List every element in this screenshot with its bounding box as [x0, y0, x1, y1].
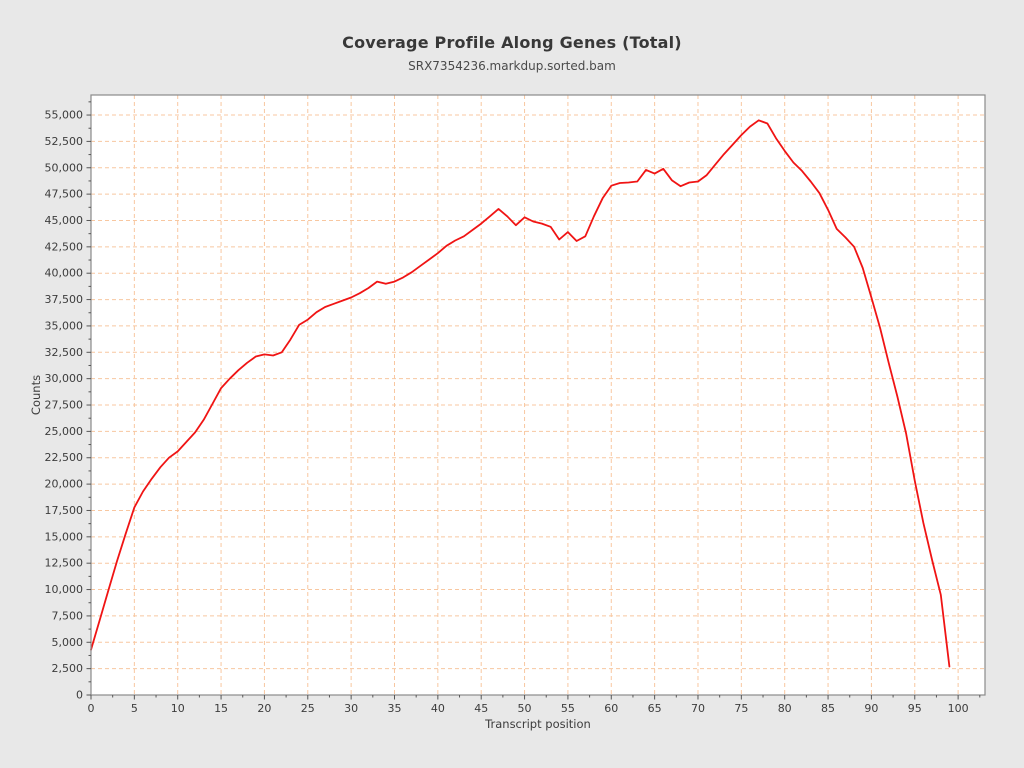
x-axis-label: Transcript position	[485, 717, 591, 731]
x-tick-label: 55	[561, 702, 575, 715]
x-tick-label: 70	[691, 702, 705, 715]
x-tick-label: 20	[257, 702, 271, 715]
y-tick-label: 0	[76, 689, 83, 702]
x-tick-label: 40	[431, 702, 445, 715]
x-tick-label: 75	[734, 702, 748, 715]
y-tick-label: 32,500	[45, 346, 84, 359]
y-tick-label: 50,000	[45, 161, 84, 174]
x-tick-label: 30	[344, 702, 358, 715]
y-tick-label: 42,500	[45, 240, 84, 253]
y-tick-label: 52,500	[45, 135, 84, 148]
y-axis-label-text: Counts	[29, 374, 43, 416]
x-tick-label: 35	[387, 702, 401, 715]
y-tick-label: 40,000	[45, 267, 84, 280]
chart-title: Coverage Profile Along Genes (Total)	[342, 33, 682, 52]
y-tick-label: 47,500	[45, 188, 84, 201]
x-tick-label: 90	[864, 702, 878, 715]
x-tick-label: 50	[518, 702, 532, 715]
y-tick-label: 20,000	[45, 478, 84, 491]
y-tick-label: 22,500	[45, 451, 84, 464]
y-tick-label: 25,000	[45, 425, 84, 438]
x-tick-label: 0	[88, 702, 95, 715]
x-tick-label: 85	[821, 702, 835, 715]
y-tick-label: 12,500	[45, 557, 84, 570]
x-tick-label: 25	[301, 702, 315, 715]
y-tick-label: 5,000	[52, 636, 84, 649]
y-tick-label: 45,000	[45, 214, 84, 227]
y-tick-label: 2,500	[52, 662, 84, 675]
y-tick-label: 10,000	[45, 583, 84, 596]
x-tick-label: 10	[171, 702, 185, 715]
y-tick-label: 27,500	[45, 399, 84, 412]
x-tick-label: 45	[474, 702, 488, 715]
y-tick-label: 30,000	[45, 372, 84, 385]
plot-background	[91, 95, 985, 695]
x-tick-label: 80	[778, 702, 792, 715]
plot-border	[90, 94, 986, 696]
x-tick-label: 15	[214, 702, 228, 715]
x-tick-label: 5	[131, 702, 138, 715]
x-tick-label: 95	[908, 702, 922, 715]
y-tick-label: 15,000	[45, 530, 84, 543]
chart-subtitle: SRX7354236.markdup.sorted.bam	[408, 59, 616, 73]
y-tick-label: 7,500	[52, 609, 84, 622]
x-tick-label: 100	[948, 702, 969, 715]
x-tick-label: 65	[648, 702, 662, 715]
y-tick-label: 17,500	[45, 504, 84, 517]
y-tick-label: 35,000	[45, 319, 84, 332]
coverage-line	[90, 119, 951, 668]
y-tick-label: 55,000	[45, 109, 84, 122]
y-tick-label: 37,500	[45, 293, 84, 306]
x-tick-label: 60	[604, 702, 618, 715]
